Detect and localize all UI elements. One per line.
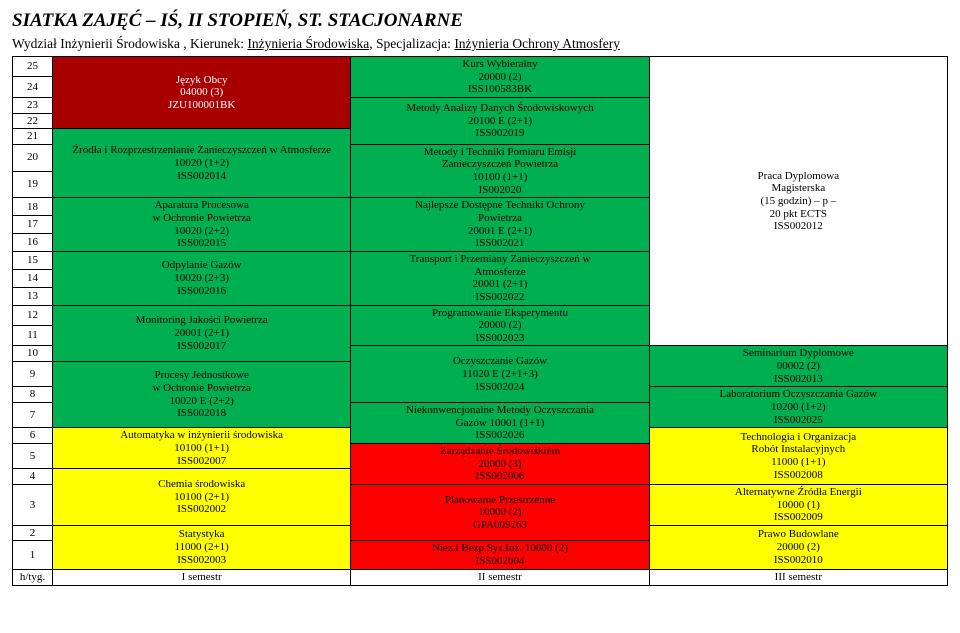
row-index: 1 <box>13 541 53 569</box>
cell-chemia: Chemia środowiska10100 (2+1)ISS002002 <box>53 469 351 526</box>
direction: Inżynieria Środowiska <box>247 36 369 51</box>
row-index: 22 <box>13 113 53 129</box>
footer-row: h/tyg. I semestr II semestr III semestr <box>13 569 948 585</box>
cell-transport: Transport i Przemiany Zanieczyszczeń wAt… <box>351 251 649 305</box>
row-index: 3 <box>13 484 53 525</box>
row-index: 9 <box>13 362 53 387</box>
specialization: Inżynieria Ochrony Atmosfery <box>454 36 620 51</box>
cell-seminarium: Seminarium Dyplomowe00002 (2)ISS002013 <box>649 346 947 387</box>
row-index: 6 <box>13 428 53 444</box>
cell-oczyszczanie: Oczyszczanie Gazów11020 E (2+1+3)ISS0020… <box>351 346 649 403</box>
cell-praca-dyplomowa: Praca DyplomowaMagisterska(15 godzin) – … <box>649 57 947 346</box>
subtitle: Wydział Inżynierii Środowiska , Kierunek… <box>12 36 948 52</box>
cell-prawo: Prawo Budowlane20000 (2)ISS002010 <box>649 525 947 569</box>
sem3-label: III semestr <box>649 569 947 585</box>
sem2-label: II semestr <box>351 569 649 585</box>
cell-alternatywne: Alternatywne Źródła Energii10000 (1)ISS0… <box>649 484 947 525</box>
row-index: 17 <box>13 216 53 234</box>
cell-jezyk-obcy: Język Obcy04000 (3)JZU100001BK <box>53 57 351 129</box>
cell-automatyka: Automatyka w inżynierii środowiska10100 … <box>53 428 351 469</box>
row-index: 10 <box>13 346 53 362</box>
row-index: 21 <box>13 129 53 145</box>
page-title: SIATKA ZAJĘĆ – IŚ, II STOPIEŃ, ST. STACJ… <box>12 10 948 32</box>
footer-label: h/tyg. <box>13 569 53 585</box>
table-row: 25 Język Obcy04000 (3)JZU100001BK Kurs W… <box>13 57 948 77</box>
row-index: 23 <box>13 97 53 113</box>
row-index: 20 <box>13 144 53 171</box>
cell-niekonwencjonalne: Niekonwencjonalne Metody OczyszczaniaGaz… <box>351 403 649 444</box>
cell-procesy: Procesy Jednostkowew Ochronie Powietrza1… <box>53 362 351 428</box>
spec-label: , Specjalizacja: <box>369 36 451 51</box>
cell-zrodla-rozprzestrz: Źródła i Rozprzestrzenianie Zanieczyszcz… <box>53 129 351 198</box>
row-index: 14 <box>13 269 53 287</box>
cell-metody-analizy: Metody Analizy Danych Środowiskowych2010… <box>351 97 649 144</box>
cell-zarzadzanie: Zarządzanie Środowiskiem20000 (3)ISS0020… <box>351 443 649 484</box>
row-index: 8 <box>13 387 53 403</box>
cell-aparatura: Aparatura Procesowaw Ochronie Powietrza1… <box>53 198 351 252</box>
cell-planowanie: Planowanie Przestrzenne10000 (2)GPA00926… <box>351 484 649 541</box>
cell-statystyka: Statystyka11000 (2+1)ISS002003 <box>53 525 351 569</box>
row-index: 7 <box>13 403 53 428</box>
row-index: 15 <box>13 251 53 269</box>
row-index: 5 <box>13 443 53 468</box>
row-index: 13 <box>13 287 53 305</box>
cell-odpylanie: Odpylanie Gazów10020 (2+3)ISS002016 <box>53 251 351 305</box>
row-index: 2 <box>13 525 53 541</box>
row-index: 19 <box>13 171 53 198</box>
schedule-table: 25 Język Obcy04000 (3)JZU100001BK Kurs W… <box>12 56 948 586</box>
row-index: 16 <box>13 234 53 252</box>
cell-laboratorium: Laboratorium Oczyszczania Gazów10200 (1+… <box>649 387 947 428</box>
row-index: 18 <box>13 198 53 216</box>
row-index: 12 <box>13 305 53 325</box>
cell-kurs-wybieralny: Kurs Wybieralny20000 (2)ISS100583BK <box>351 57 649 98</box>
cell-programowanie: Programowanie Eksperymentu20000 (2)ISS00… <box>351 305 649 346</box>
cell-metody-techniki: Metody i Techniki Pomiaru EmisjiZanieczy… <box>351 144 649 198</box>
cell-monitoring: Monitoring Jakości Powietrza20001 (2+1)I… <box>53 305 351 362</box>
sem1-label: I semestr <box>53 569 351 585</box>
row-index: 24 <box>13 77 53 97</box>
cell-technologia: Technologia i OrganizacjaRobót Instalacy… <box>649 428 947 485</box>
faculty-label: Wydział Inżynierii Środowiska , Kierunek… <box>12 36 244 51</box>
cell-niez-bezp: Niez.i Bezp.Sys.Inż. 10000 (2)ISS002004 <box>351 541 649 569</box>
row-index: 11 <box>13 325 53 345</box>
row-index: 4 <box>13 469 53 485</box>
cell-najlepsze: Najlepsze Dostępne Techniki OchronyPowie… <box>351 198 649 252</box>
row-index: 25 <box>13 57 53 77</box>
